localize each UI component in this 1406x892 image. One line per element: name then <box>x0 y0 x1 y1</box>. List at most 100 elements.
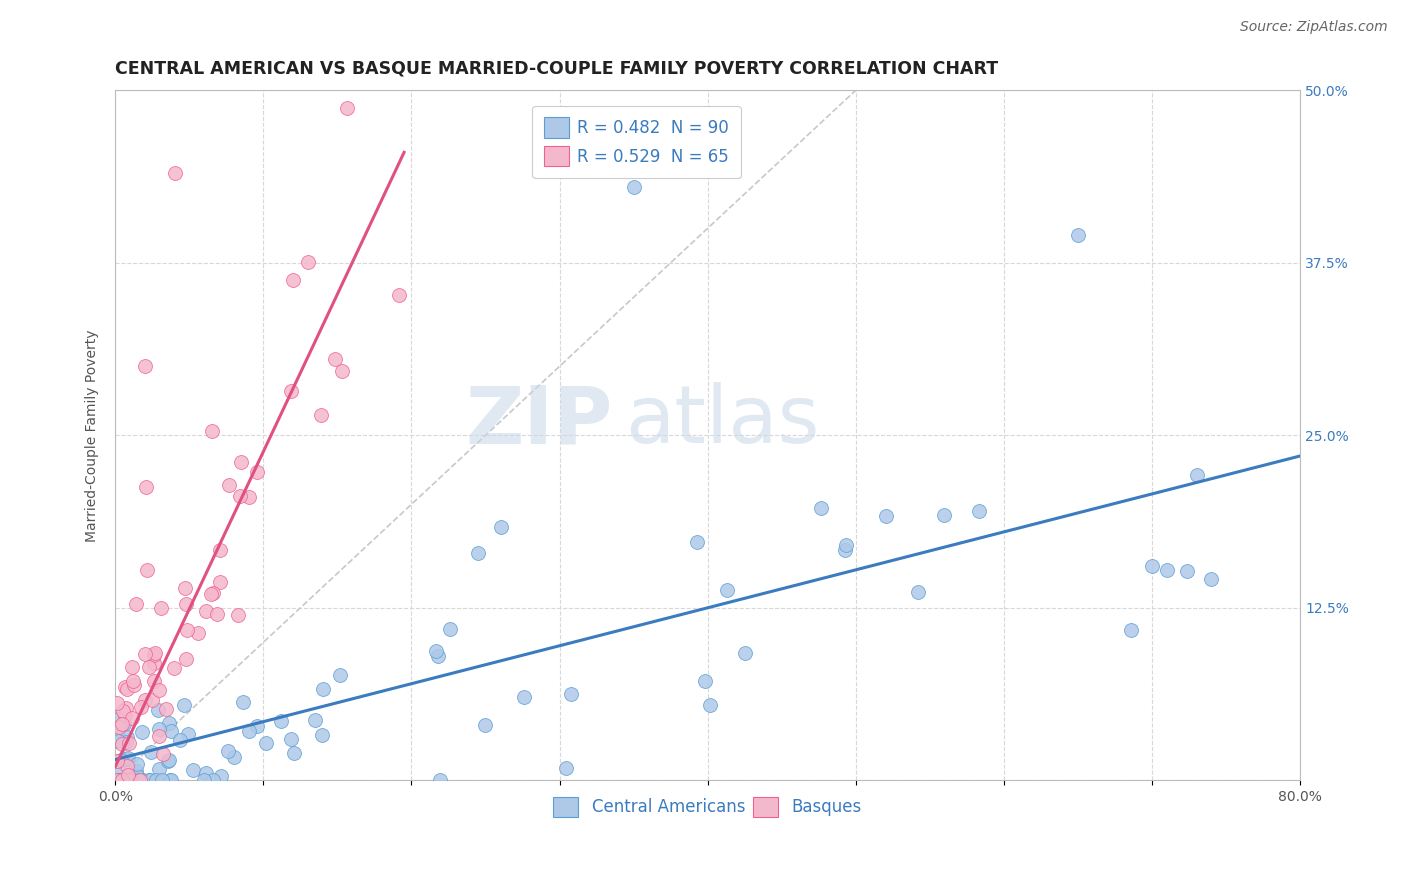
Point <box>426 649 449 664</box>
Point <box>907 585 929 599</box>
Point <box>281 273 304 287</box>
Point <box>148 683 170 698</box>
Point <box>304 713 326 727</box>
Point <box>810 500 832 515</box>
Point <box>201 586 224 600</box>
Point <box>231 455 253 469</box>
Point <box>111 737 134 751</box>
Point <box>232 695 254 709</box>
Point <box>934 508 956 523</box>
Point <box>117 768 139 782</box>
Point <box>136 564 159 578</box>
Point <box>325 352 347 367</box>
Point <box>125 768 148 782</box>
Point <box>693 673 716 688</box>
Point <box>177 727 200 741</box>
Point <box>114 680 136 694</box>
Point <box>1175 564 1198 578</box>
Point <box>141 745 163 759</box>
Point <box>159 773 181 788</box>
Point <box>328 667 350 681</box>
Point <box>107 712 129 726</box>
Point <box>1119 624 1142 638</box>
Point <box>135 480 157 494</box>
Point <box>176 623 198 637</box>
Point <box>555 761 578 775</box>
Point <box>129 773 152 788</box>
Point <box>157 753 180 767</box>
Point <box>157 754 180 768</box>
Point <box>152 747 174 761</box>
Point <box>134 647 156 661</box>
Point <box>112 705 135 719</box>
Point <box>1140 559 1163 574</box>
Point <box>150 600 173 615</box>
Point <box>107 730 129 744</box>
Point <box>834 542 856 557</box>
Point <box>163 166 186 180</box>
Point <box>187 625 209 640</box>
Point <box>128 773 150 788</box>
Point <box>118 735 141 749</box>
Point <box>108 755 131 769</box>
Point <box>238 490 260 504</box>
Point <box>1156 563 1178 577</box>
Point <box>111 773 134 788</box>
Point <box>110 773 132 788</box>
Text: ZIP: ZIP <box>465 383 613 460</box>
Point <box>208 575 231 590</box>
Point <box>143 646 166 660</box>
Point <box>108 720 131 734</box>
Point <box>160 724 183 739</box>
Point <box>474 717 496 731</box>
Point <box>429 773 451 788</box>
Point <box>218 477 240 491</box>
Point <box>105 773 128 788</box>
Point <box>716 583 738 598</box>
Legend: Central Americans, Basques: Central Americans, Basques <box>547 790 869 823</box>
Point <box>115 682 138 697</box>
Point <box>195 604 218 618</box>
Point <box>107 773 129 788</box>
Point <box>967 504 990 518</box>
Point <box>205 607 228 622</box>
Point <box>174 652 197 666</box>
Point <box>131 725 153 739</box>
Point <box>734 647 756 661</box>
Point <box>163 660 186 674</box>
Point <box>623 179 645 194</box>
Point <box>835 537 858 551</box>
Point <box>114 701 136 715</box>
Point <box>142 673 165 688</box>
Point <box>117 773 139 788</box>
Point <box>112 717 135 731</box>
Point <box>118 773 141 788</box>
Point <box>283 747 305 761</box>
Point <box>134 693 156 707</box>
Point <box>173 698 195 713</box>
Point <box>155 702 177 716</box>
Point <box>138 773 160 788</box>
Point <box>157 716 180 731</box>
Point <box>148 762 170 776</box>
Point <box>125 773 148 788</box>
Point <box>143 656 166 670</box>
Point <box>388 288 411 302</box>
Point <box>280 732 302 747</box>
Point <box>122 773 145 788</box>
Point <box>124 773 146 788</box>
Point <box>105 696 128 710</box>
Point <box>202 773 225 788</box>
Point <box>311 728 333 742</box>
Point <box>115 752 138 766</box>
Point <box>110 753 132 767</box>
Point <box>122 678 145 692</box>
Point <box>145 773 167 788</box>
Point <box>229 489 252 503</box>
Point <box>330 364 353 378</box>
Point <box>174 597 197 611</box>
Point <box>108 763 131 777</box>
Point <box>129 699 152 714</box>
Text: atlas: atlas <box>624 383 820 460</box>
Point <box>121 660 143 674</box>
